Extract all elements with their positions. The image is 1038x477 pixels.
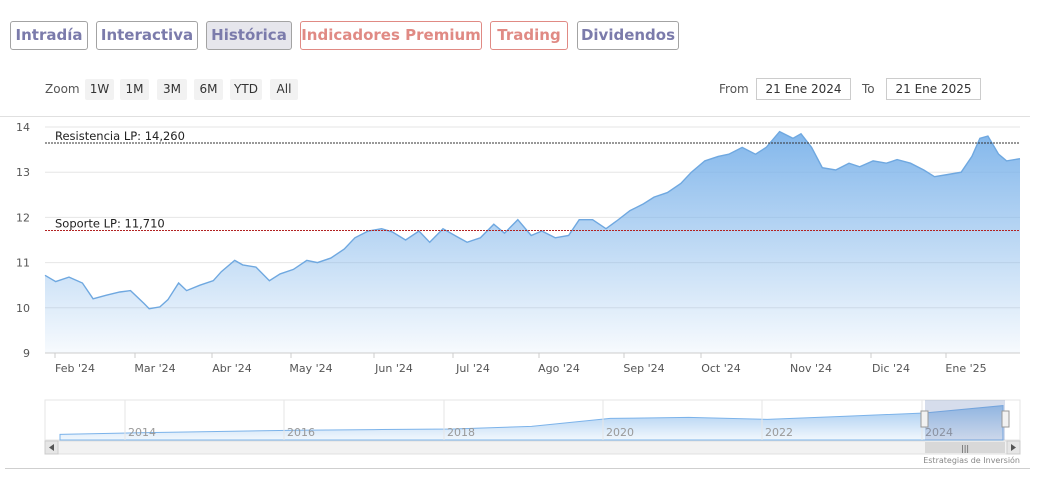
zoom-all-button[interactable]: All — [270, 79, 298, 100]
navigator[interactable]: 2014 2016 2018 2020 2022 2024 ||| — [44, 399, 1021, 455]
x-tick-label: Abr '24 — [212, 362, 252, 375]
reference-label: Soporte LP: 11,710 — [55, 217, 165, 231]
credit-text: Estrategias de Inversión — [923, 456, 1020, 465]
y-tick-label: 12 — [16, 211, 30, 224]
tab-intrad-a[interactable]: Intradía — [10, 21, 88, 50]
zoom-1w-button[interactable]: 1W — [85, 79, 114, 100]
tab-trading[interactable]: Trading — [490, 21, 568, 50]
price-area-fill — [45, 131, 1020, 353]
navigator-tick-label: 2024 — [925, 426, 953, 439]
x-tick-label: Ene '25 — [945, 362, 986, 375]
navigator-series — [59, 405, 1004, 441]
chevron-left-icon — [49, 444, 54, 451]
x-tick-label: Feb '24 — [55, 362, 95, 375]
zoom-6m-button[interactable]: 6M — [194, 79, 223, 100]
y-tick-label: 13 — [16, 166, 30, 179]
navigator-left-handle[interactable] — [920, 410, 929, 428]
price-area — [44, 130, 1021, 353]
navigator-tick-label: 2016 — [287, 426, 315, 439]
zoom-1m-button[interactable]: 1M — [120, 79, 149, 100]
reference-label: Resistencia LP: 14,260 — [55, 129, 185, 143]
tab-interactiva[interactable]: Interactiva — [96, 21, 198, 50]
x-axis: Feb '24 Mar '24 Abr '24 May '24 Jun '24 Jul '… — [45, 352, 1020, 375]
x-tick-label: Jun '24 — [374, 362, 413, 375]
y-tick-label: 10 — [16, 302, 30, 315]
from-label: From — [719, 82, 749, 96]
chevron-right-icon — [1011, 444, 1016, 451]
y-tick-label: 9 — [23, 347, 30, 360]
reference-lines: Resistencia LP: 14,260 Soporte LP: 11,710 — [45, 129, 1020, 232]
y-axis: 9 10 11 12 13 14 — [16, 121, 30, 360]
x-tick-label: Ago '24 — [538, 362, 580, 375]
x-tick-label: Sep '24 — [623, 362, 664, 375]
x-tick-label: Nov '24 — [790, 362, 832, 375]
tab-dividendos[interactable]: Dividendos — [577, 21, 679, 50]
from-date-input[interactable]: 21 Ene 2024 — [756, 78, 851, 100]
navigator-tick-label: 2020 — [606, 426, 634, 439]
scrollbar-thumb[interactable] — [925, 442, 1005, 453]
x-tick-label: Mar '24 — [134, 362, 175, 375]
zoom-ytd-button[interactable]: YTD — [230, 79, 262, 100]
to-label: To — [862, 82, 875, 96]
tab-indicadores-premium[interactable]: Indicadores Premium — [300, 21, 482, 50]
tab-hist-rica[interactable]: Histórica — [206, 21, 292, 50]
scrollbar-grip-icon: ||| — [961, 444, 969, 453]
navigator-selection[interactable] — [925, 400, 1005, 440]
x-tick-label: May '24 — [289, 362, 332, 375]
scrollbar-track[interactable] — [44, 440, 1021, 455]
navigator-tick-label: 2018 — [447, 426, 475, 439]
divider — [0, 116, 1030, 117]
zoom-label: Zoom — [45, 82, 80, 96]
y-tick-label: 14 — [16, 121, 30, 134]
x-tick-label: Jul '24 — [455, 362, 490, 375]
zoom-3m-button[interactable]: 3M — [157, 79, 187, 100]
x-tick-label: Oct '24 — [701, 362, 741, 375]
navigator-right-handle[interactable] — [1001, 410, 1010, 428]
navigator-tick-label: 2014 — [128, 426, 156, 439]
x-tick-label: Dic '24 — [872, 362, 910, 375]
y-tick-label: 11 — [16, 257, 30, 270]
divider-bottom — [5, 468, 1030, 469]
to-date-input[interactable]: 21 Ene 2025 — [886, 78, 981, 100]
navigator-tick-label: 2022 — [765, 426, 793, 439]
